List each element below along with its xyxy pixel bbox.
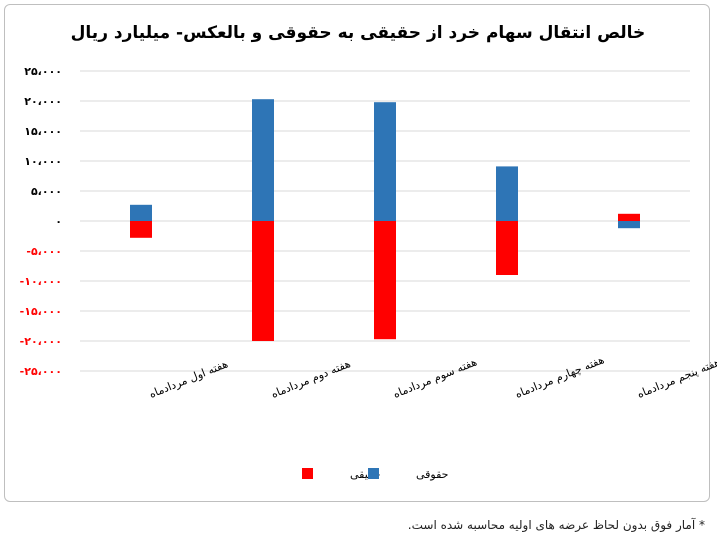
y-tick-label: -۵،۰۰۰ bbox=[26, 245, 62, 258]
category-label: هفته سوم مردادماه bbox=[391, 355, 479, 401]
legend-swatch bbox=[302, 468, 313, 479]
y-tick-label: ۱۰،۰۰۰ bbox=[24, 155, 62, 168]
category-label: هفته پنجم مردادماه bbox=[635, 356, 717, 401]
y-tick-label: ۲۰،۰۰۰ bbox=[24, 95, 62, 108]
bar-haghighi bbox=[496, 221, 518, 275]
category-label: هفته چهارم مردادماه bbox=[513, 353, 606, 401]
bar-hoghoghi bbox=[130, 204, 152, 221]
y-tick-label: ۲۵،۰۰۰ bbox=[24, 65, 62, 78]
legend-swatch bbox=[368, 468, 379, 479]
y-tick-label: ۰ bbox=[55, 215, 62, 228]
y-tick-label: ۵،۰۰۰ bbox=[31, 185, 62, 198]
bar-haghighi bbox=[252, 221, 274, 341]
y-tick-label: ۱۵،۰۰۰ bbox=[24, 125, 62, 138]
y-tick-label: -۱۵،۰۰۰ bbox=[20, 305, 62, 318]
bar-hoghoghi bbox=[496, 166, 518, 221]
category-label: هفته اول مردادماه bbox=[147, 357, 230, 401]
bar-hoghoghi bbox=[618, 221, 640, 229]
bar-hoghoghi bbox=[374, 102, 396, 221]
y-tick-label: -۱۰،۰۰۰ bbox=[20, 275, 62, 288]
bar-hoghoghi bbox=[252, 99, 274, 221]
bar-haghighi bbox=[374, 221, 396, 340]
legend-label: حقوقی bbox=[416, 468, 448, 481]
footnote: * آمار فوق بدون لحاظ عرضه های اولیه محاس… bbox=[407, 518, 705, 532]
chart-frame bbox=[4, 4, 710, 502]
chart-title: خالص انتقال سهام خرد از حقیقی به حقوقی و… bbox=[71, 23, 646, 43]
bar-haghighi bbox=[618, 213, 640, 221]
bar-haghighi bbox=[130, 221, 152, 238]
category-label: هفته دوم مردادماه bbox=[269, 357, 352, 401]
y-tick-label: -۲۰،۰۰۰ bbox=[20, 335, 62, 348]
y-tick-label: -۲۵،۰۰۰ bbox=[20, 365, 62, 378]
